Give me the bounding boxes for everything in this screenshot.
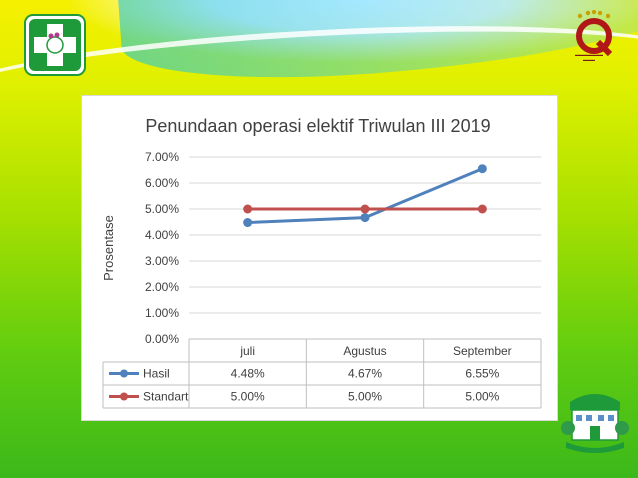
chart-title: Penundaan operasi elektif Triwulan III 2… [145,116,490,136]
data-label: 5.00% [465,390,499,404]
quality-logo-caption: ▬▬▬▬▬▬▬ ▬▬▬ [575,52,603,62]
data-label: 5.00% [348,390,382,404]
y-tick-label: 6.00% [145,176,179,190]
legend-series-name: Standart [143,390,189,404]
data-label: 4.67% [348,367,382,381]
y-tick-label: 3.00% [145,254,179,268]
y-axis-label: Prosentase [101,215,116,281]
series-point [360,204,370,214]
y-tick-label: 0.00% [145,332,179,346]
y-tick-label: 5.00% [145,202,179,216]
series-point [243,218,253,228]
legend-key-marker [120,369,128,378]
y-tick-label: 7.00% [145,150,179,164]
x-category-label: September [453,344,512,358]
data-label: 6.55% [465,367,499,381]
legend-key-marker [120,392,128,401]
quality-q-logo-icon [576,10,613,56]
y-tick-label: 2.00% [145,280,179,294]
data-label: 4.48% [231,367,265,381]
legend-series-name: Hasil [143,367,170,381]
x-category-label: juli [239,344,255,358]
gh-cross-logo-icon [24,14,86,76]
y-tick-label: 4.00% [145,228,179,242]
series-point [477,204,487,214]
series-point [243,204,253,214]
y-tick-label: 1.00% [145,306,179,320]
series-point [360,213,370,223]
x-category-label: Agustus [343,344,386,358]
series-point [477,164,487,174]
data-label: 5.00% [231,390,265,404]
hospital-building-logo-icon [561,394,629,453]
chart-panel [81,95,558,421]
